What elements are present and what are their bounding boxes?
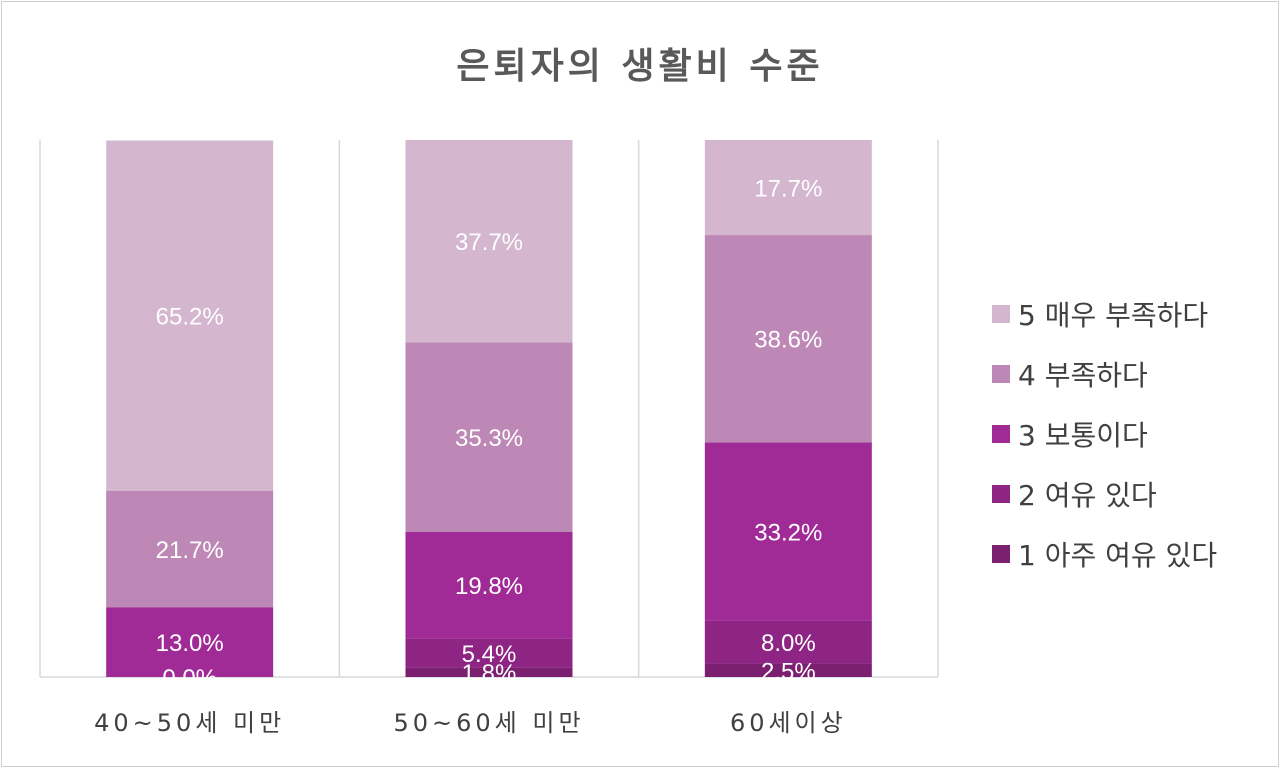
data-label: 1.8% — [462, 660, 517, 687]
data-label: 0.0% — [162, 665, 217, 692]
x-tick-label: 40~50세 미만 — [94, 709, 285, 737]
legend-item: 3 보통이다 — [992, 419, 1148, 452]
bar-segment — [704, 235, 872, 443]
data-label: 8.0% — [761, 630, 816, 657]
data-label: 35.3% — [455, 425, 523, 452]
data-label: 19.8% — [455, 573, 523, 600]
legend-item: 5 매우 부족하다 — [992, 299, 1208, 332]
x-axis-ticks: 40~50세 미만 50~60세 미만 60세이상 — [94, 709, 847, 737]
legend-label: 4 부족하다 — [1018, 359, 1148, 392]
data-label: 37.7% — [455, 229, 523, 256]
data-label: 13.0% — [156, 630, 224, 657]
legend-label: 2 여유 있다 — [1018, 479, 1157, 512]
legend-swatch — [992, 305, 1010, 323]
chart-title: 은퇴자의 생활비 수준 — [456, 46, 823, 87]
bars-layer — [106, 140, 872, 677]
bar-segment — [704, 620, 872, 664]
bar-segment — [106, 607, 274, 677]
bar-segment — [405, 342, 573, 533]
data-label: 33.2% — [754, 519, 822, 546]
data-label: 38.6% — [754, 327, 822, 354]
legend-swatch — [992, 545, 1010, 563]
bar-segment — [405, 638, 573, 668]
data-labels-layer: 0.0% 13.0% 21.7% 65.2% 1.8%5.4% 19.8% 35.3% 37.… — [156, 176, 823, 692]
bar-segment — [106, 140, 274, 491]
x-tick-label: 50~60세 미만 — [393, 709, 584, 737]
legend-swatch — [992, 365, 1010, 383]
data-label: 5.4% — [462, 641, 517, 668]
bar-segment — [704, 442, 872, 621]
bar-segment — [704, 663, 872, 677]
data-label: 2.5% — [761, 658, 816, 685]
bar-segment — [704, 140, 872, 236]
legend-item: 1 아주 여유 있다 — [992, 539, 1217, 572]
legend-swatch — [992, 425, 1010, 443]
data-label: 65.2% — [156, 304, 224, 331]
legend-swatch — [992, 485, 1010, 503]
data-label: 17.7% — [754, 176, 822, 203]
legend: 5 매우 부족하다 4 부족하다 3 보통이다 2 여유 있다 1 아주 여유 있다 — [992, 299, 1217, 572]
legend-label: 5 매우 부족하다 — [1018, 299, 1208, 332]
bar-segment — [106, 490, 274, 608]
bar-segment — [405, 140, 573, 343]
x-tick-label: 60세이상 — [730, 709, 847, 737]
legend-item: 2 여유 있다 — [992, 479, 1157, 512]
legend-label: 3 보통이다 — [1018, 419, 1148, 452]
data-label: 21.7% — [156, 537, 224, 564]
legend-label: 1 아주 여유 있다 — [1018, 539, 1217, 572]
bar-segment — [405, 667, 573, 677]
bar-segment — [405, 532, 573, 639]
legend-item: 4 부족하다 — [992, 359, 1148, 392]
